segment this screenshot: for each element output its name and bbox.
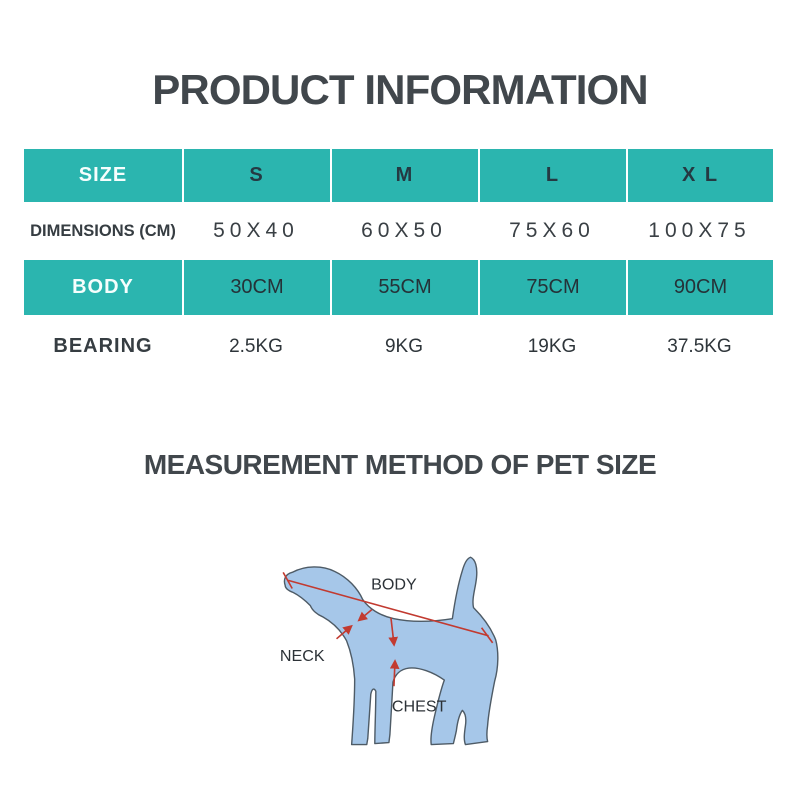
neck-arrow-down — [357, 608, 373, 622]
body-cell-xl: 90CM — [626, 260, 773, 315]
body-row-label: BODY — [24, 260, 182, 315]
body-line-tick-right — [480, 627, 494, 644]
size-cell-m: M — [330, 149, 478, 202]
dimensions-cell-xl: 100X75 — [648, 219, 751, 242]
size-row-label: SIZE — [24, 149, 182, 202]
dog-silhouette — [283, 556, 499, 746]
body-line-tick-left — [282, 571, 293, 589]
body-measure-line — [287, 579, 489, 637]
chest-label: CHEST — [392, 697, 447, 715]
body-cell-s: 30CM — [182, 260, 330, 315]
bearing-row-label: BEARING — [53, 335, 153, 357]
chest-arrow-down — [388, 617, 398, 647]
size-cell-s: S — [182, 149, 330, 202]
dimensions-cell-s: 50X40 — [213, 219, 299, 242]
page-title: PRODUCT INFORMATION — [152, 66, 648, 113]
bearing-cell-xl: 37.5KG — [667, 335, 732, 357]
pet-measurement-diagram: BODY NECK CHEST — [280, 556, 499, 746]
neck-arrow-up — [336, 624, 353, 640]
size-cell-l: L — [478, 149, 626, 202]
bearing-cell-m: 9KG — [384, 335, 424, 357]
neck-label: NECK — [280, 647, 325, 665]
dimensions-cell-l: 75X60 — [509, 219, 595, 242]
bearing-cell-l: 19KG — [527, 335, 577, 357]
body-label: BODY — [371, 575, 417, 593]
size-cell-xl: X L — [626, 149, 773, 202]
bearing-cell-s: 2.5KG — [229, 335, 283, 357]
size-table: SIZE S M L X L DIMENSIONS (CM) 50X40 60X… — [24, 149, 773, 378]
chest-arrow-up — [389, 659, 400, 687]
measurement-section-title: MEASUREMENT METHOD OF PET SIZE — [143, 449, 657, 480]
dimensions-cell-m: 60X50 — [361, 219, 447, 242]
dimensions-row-label: DIMENSIONS (CM) — [30, 221, 176, 240]
body-cell-m: 55CM — [330, 260, 478, 315]
body-cell-l: 75CM — [478, 260, 626, 315]
